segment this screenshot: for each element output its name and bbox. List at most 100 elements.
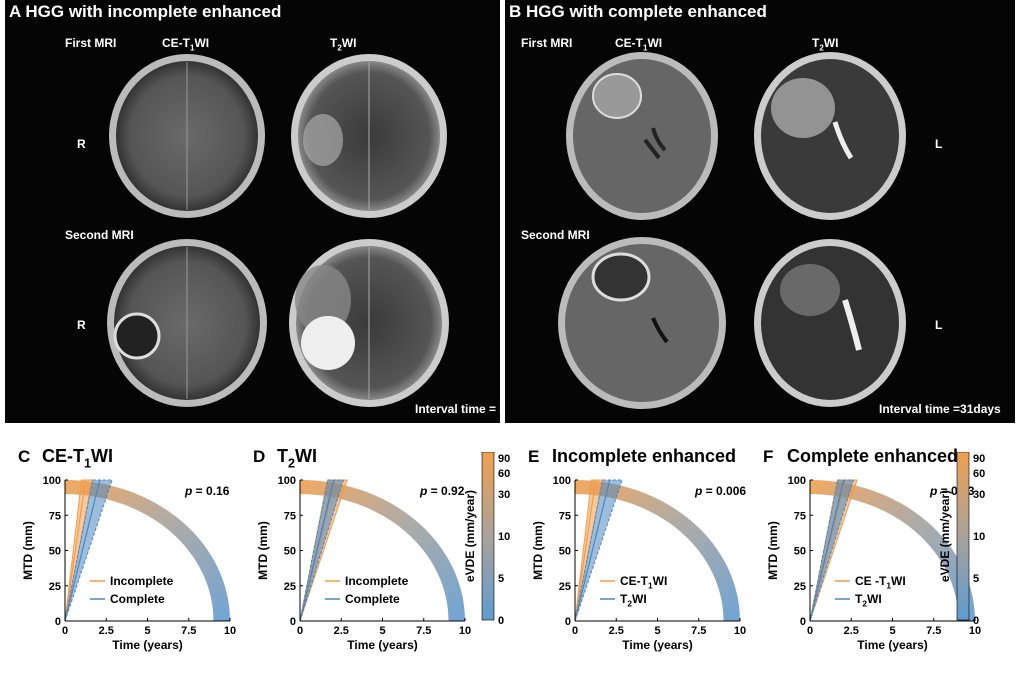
x-tick-label: 10 xyxy=(224,625,236,637)
x-tick-label: 7.5 xyxy=(181,625,196,637)
series-line-2 xyxy=(809,479,845,622)
colorbar-tick-label: 60 xyxy=(498,468,510,480)
panel-a-side-r-top: R xyxy=(77,137,86,151)
y-axis-label: MTD (mm) xyxy=(766,521,780,580)
plot-letter: F xyxy=(763,447,773,466)
x-tick-label: 5 xyxy=(889,625,895,637)
legend-label: T2WI xyxy=(855,592,882,609)
x-tick-label: 2.5 xyxy=(334,625,349,637)
plot-title: Incomplete enhanced xyxy=(552,446,736,466)
y-tick-label: 0 xyxy=(290,616,296,628)
y-tick-label: 25 xyxy=(559,581,571,593)
panel-b-side-l-bottom: L xyxy=(935,318,943,332)
brain-scan-a-first-t2 xyxy=(291,54,447,218)
brain-scan-b-second-t1 xyxy=(558,237,726,409)
x-tick-label: 0 xyxy=(297,625,303,637)
colorbar-tick-label: 90 xyxy=(498,453,510,465)
colorbar-tick-label: 30 xyxy=(973,489,985,501)
y-tick-label: 100 xyxy=(43,475,61,487)
colorbar-label: eVDE (mm/year) xyxy=(938,490,952,582)
y-tick-label: 0 xyxy=(800,616,806,628)
colorbar-tick-label: 5 xyxy=(498,573,504,585)
y-tick-label: 50 xyxy=(284,546,296,558)
brain-scan-b-second-t2 xyxy=(754,239,906,407)
legend-label: T2WI xyxy=(620,592,647,609)
y-tick-label: 0 xyxy=(55,616,61,628)
colorbar-tick-label: 0 xyxy=(973,615,979,627)
y-axis-label: MTD (mm) xyxy=(21,521,35,580)
y-tick-label: 75 xyxy=(559,510,571,522)
panel-a-scans xyxy=(107,54,449,407)
panel-a-title: A HGG with incomplete enhanced xyxy=(9,2,282,21)
x-axis-label: Time (years) xyxy=(112,638,182,652)
y-tick-label: 25 xyxy=(794,581,806,593)
x-tick-label: 10 xyxy=(459,625,471,637)
colorbar-tick-label: 10 xyxy=(973,531,985,543)
x-tick-label: 0 xyxy=(62,625,68,637)
y-tick-label: 50 xyxy=(794,546,806,558)
series-line-2 xyxy=(299,479,335,622)
colorbar-tick-label: 60 xyxy=(973,468,985,480)
panel-b-interval: Interval time =31days xyxy=(879,402,1001,416)
panel-b-side-l-top: L xyxy=(935,137,943,151)
colorbar-tick-label: 30 xyxy=(498,489,510,501)
panel-a-mri: A HGG with incomplete enhanced First MRI… xyxy=(5,0,543,423)
panel-a-side-r-bottom: R xyxy=(77,318,86,332)
x-tick-label: 7.5 xyxy=(691,625,706,637)
colorbar-tick-label: 5 xyxy=(973,573,979,585)
x-tick-label: 5 xyxy=(144,625,150,637)
y-tick-label: 0 xyxy=(565,616,571,628)
x-tick-label: 10 xyxy=(734,625,746,637)
series-wedge-2 xyxy=(809,479,855,622)
x-tick-label: 7.5 xyxy=(926,625,941,637)
brain-scan-b-first-t1 xyxy=(566,52,718,220)
panel-b-t2wi-label: T2WI xyxy=(812,36,839,53)
brain-scan-b-first-t2 xyxy=(754,52,906,220)
panel-a-cet1wi-label: CE-T1WI xyxy=(162,36,210,53)
x-axis-label: Time (years) xyxy=(347,638,417,652)
brain-scan-a-second-t1 xyxy=(107,239,267,407)
colorbar-2: 0 5 10 30 60 90 eVDE (mm/year) xyxy=(938,452,985,627)
x-tick-label: 2.5 xyxy=(609,625,624,637)
legend-label: CE -T1WI xyxy=(855,574,906,591)
colorbar-1: 0 5 10 30 60 90 eVDE (mm/year) xyxy=(463,452,510,627)
series-wedge-2 xyxy=(299,479,345,622)
plot-letter: D xyxy=(253,447,265,466)
y-tick-label: 100 xyxy=(553,475,571,487)
panel-b-mri: B HGG with complete enhanced First MRI C… xyxy=(505,0,1015,423)
p-value: p = 0.006 xyxy=(694,484,746,498)
legend-label: Incomplete xyxy=(345,574,409,588)
colorbar-gradient xyxy=(956,452,970,621)
y-tick-label: 50 xyxy=(559,546,571,558)
series-wedge-2 xyxy=(64,479,113,622)
panel-b-first-mri-label: First MRI xyxy=(521,36,573,50)
series-line-2 xyxy=(64,479,101,622)
y-axis-label: MTD (mm) xyxy=(256,521,270,580)
y-tick-label: 100 xyxy=(278,475,296,487)
brain-scan-a-second-t2 xyxy=(289,239,449,407)
legend-label: Complete xyxy=(345,592,400,606)
legend-label: Complete xyxy=(110,592,165,606)
x-axis-label: Time (years) xyxy=(857,638,927,652)
panel-b-cet1wi-label: CE-T1WI xyxy=(615,36,663,53)
colorbar-tick-label: 10 xyxy=(498,531,510,543)
colorbar-tick-label: 90 xyxy=(973,453,985,465)
plot-letter: C xyxy=(18,447,30,466)
legend-label: CE-T1WI xyxy=(620,574,667,591)
series-line-2 xyxy=(574,479,611,622)
x-tick-label: 0 xyxy=(807,625,813,637)
series-line-1 xyxy=(64,479,87,622)
series-wedge-2 xyxy=(574,479,623,622)
plot-title: CE-T1WI xyxy=(42,446,113,470)
y-tick-label: 75 xyxy=(794,510,806,522)
legend-label: Incomplete xyxy=(110,574,174,588)
y-tick-label: 25 xyxy=(49,581,61,593)
x-axis-label: Time (years) xyxy=(622,638,692,652)
panel-b-scans xyxy=(558,52,906,409)
colorbar-gradient xyxy=(481,452,495,621)
panel-a-second-mri-label: Second MRI xyxy=(65,228,134,242)
colorbar-tick-label: 0 xyxy=(498,615,504,627)
y-axis-label: MTD (mm) xyxy=(531,521,545,580)
